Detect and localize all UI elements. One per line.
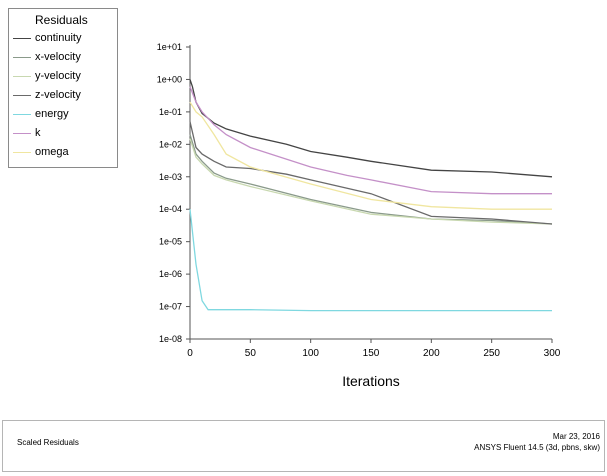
series-line-z-velocity (189, 121, 553, 225)
legend-label: continuity (35, 32, 82, 44)
legend-item-x-velocity: x-velocity (13, 50, 117, 64)
y-tick-label: 1e-02 (159, 139, 182, 149)
legend-swatch (13, 95, 31, 96)
footer-title: Scaled Residuals (17, 438, 79, 447)
y-tick-label: 1e-06 (159, 269, 182, 279)
series-line-energy (189, 209, 552, 312)
legend-item-omega: omega (13, 145, 117, 159)
legend-item-y-velocity: y-velocity (13, 69, 117, 83)
y-tick-label: 1e-04 (159, 204, 182, 214)
legend-swatch (13, 114, 31, 115)
x-tick-label: 250 (483, 348, 500, 359)
legend-item-z-velocity: z-velocity (13, 88, 117, 102)
legend-label: k (35, 127, 41, 139)
y-tick-label: 1e-08 (159, 334, 182, 344)
series-line-continuity (189, 79, 553, 178)
series-line-y-velocity (189, 138, 553, 225)
y-tick-label: 1e-07 (159, 302, 182, 312)
legend-label: energy (35, 108, 69, 120)
series-lines (189, 79, 553, 312)
legend-swatch (13, 152, 31, 153)
footer-software: ANSYS Fluent 14.5 (3d, pbns, skw) (474, 443, 600, 452)
footer-info: Mar 23, 2016 ANSYS Fluent 14.5 (3d, pbns… (474, 431, 600, 453)
footer-date: Mar 23, 2016 (552, 432, 600, 441)
y-tick-label: 1e+00 (157, 74, 182, 84)
legend-item-energy: energy (13, 107, 117, 121)
legend: Residuals continuity x-velocity y-velocity… (8, 8, 118, 168)
x-tick-label: 50 (245, 348, 257, 359)
y-tick-label: 1e-01 (159, 107, 182, 117)
x-tick-label: 0 (187, 348, 193, 359)
legend-item-continuity: continuity (13, 31, 117, 45)
x-tick-label: 150 (363, 348, 380, 359)
legend-label: omega (35, 146, 69, 158)
y-tick-label: 1e+01 (157, 42, 182, 52)
x-tick-label: 100 (302, 348, 319, 359)
x-axis-label: Iterations (342, 373, 400, 389)
y-tick-label: 1e-03 (159, 172, 182, 182)
series-line-omega (189, 101, 552, 210)
legend-item-k: k (13, 126, 117, 140)
legend-swatch (13, 133, 31, 134)
x-tick-label: 300 (544, 348, 561, 359)
y-tick-label: 1e-05 (159, 237, 182, 247)
legend-label: y-velocity (35, 70, 81, 82)
series-line-k (189, 86, 552, 195)
residuals-plot: 1e+01 1e+00 1e-01 1e-02 1e-03 1e-04 1e-05 1e-06… (157, 42, 561, 389)
legend-swatch (13, 76, 31, 77)
legend-swatch (13, 38, 31, 39)
legend-swatch (13, 57, 31, 58)
legend-label: z-velocity (35, 89, 81, 101)
legend-label: x-velocity (35, 51, 81, 63)
legend-title: Residuals (35, 13, 88, 27)
x-tick-label: 200 (423, 348, 440, 359)
plot-axes: 1e+01 1e+00 1e-01 1e-02 1e-03 1e-04 1e-05 1e-06… (157, 42, 561, 359)
report-footer: Scaled Residuals Mar 23, 2016 ANSYS Flue… (2, 420, 605, 472)
